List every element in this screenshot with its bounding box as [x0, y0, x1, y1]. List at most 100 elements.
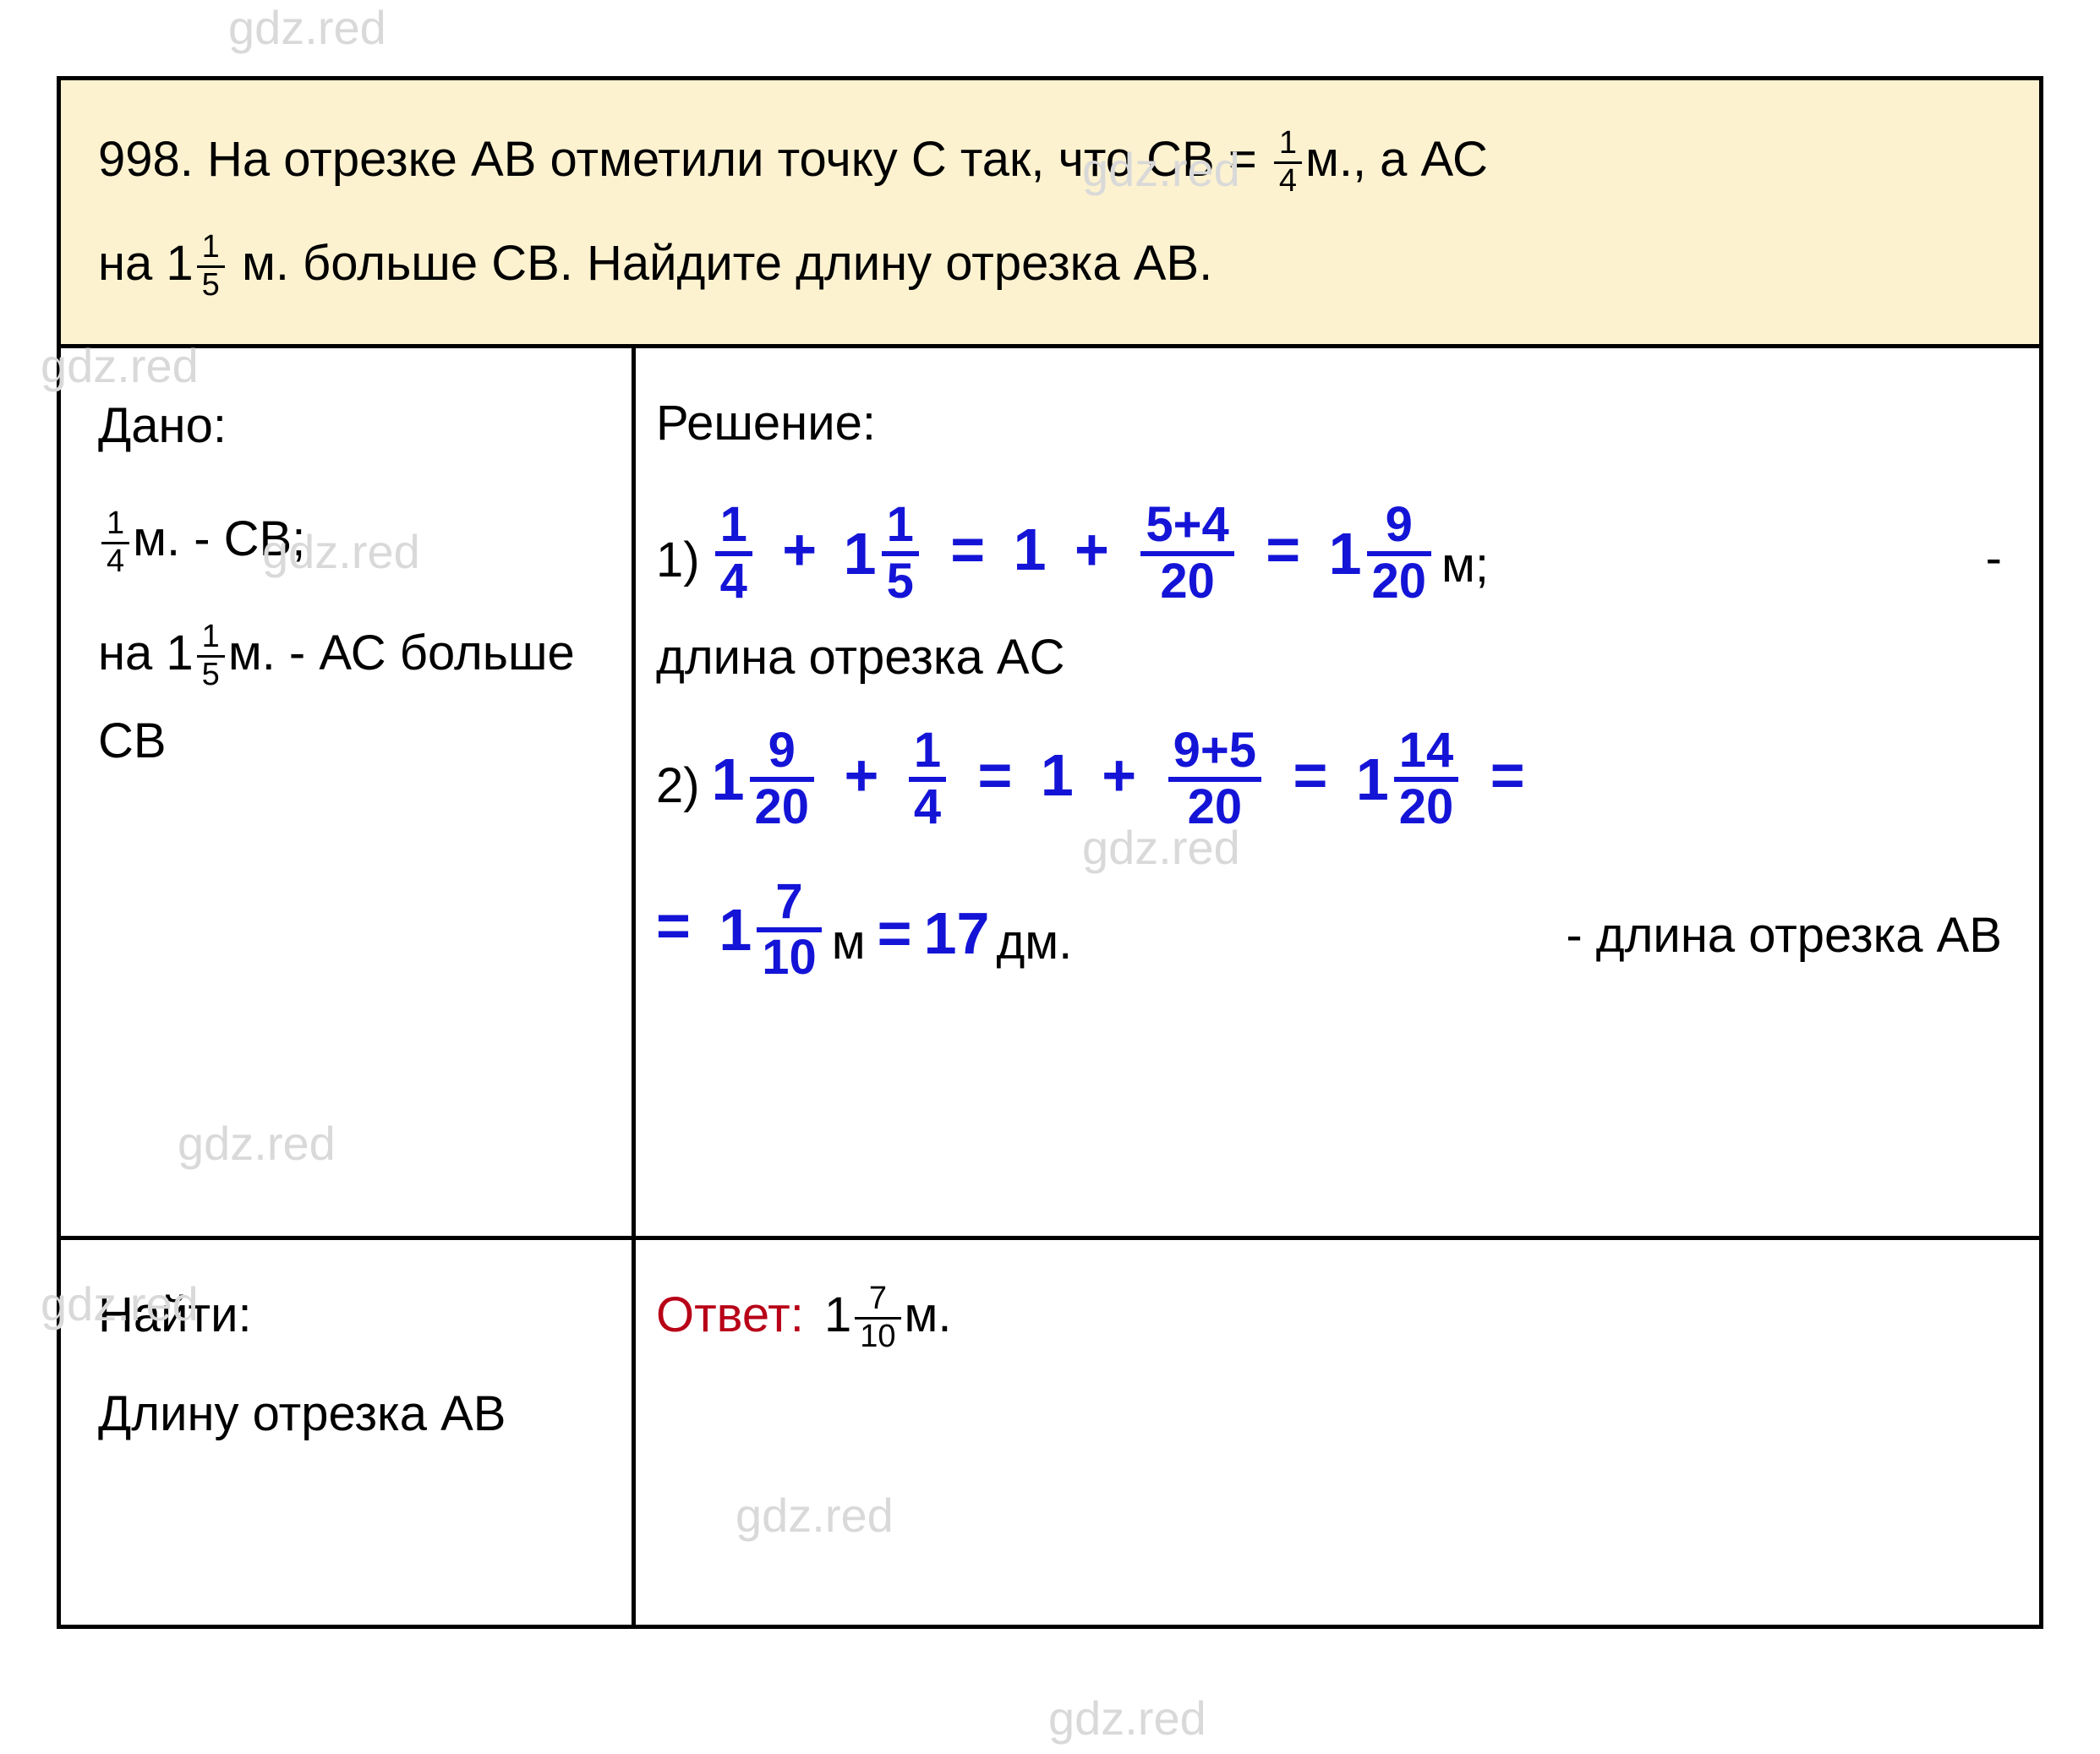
answer-fraction: 7 10: [855, 1281, 900, 1355]
problem-line-1: 998. На отрезке АВ отметили точку С так,…: [98, 121, 2002, 199]
problem-text: м., а АС: [1305, 132, 1488, 187]
fraction: 9 20: [750, 725, 815, 833]
find-text: Длину отрезка АВ: [98, 1373, 621, 1456]
given-cb: 1 4 м. - СВ;: [98, 495, 621, 583]
given-heading: Дано:: [98, 382, 621, 470]
answer-whole: 1: [824, 1287, 851, 1342]
math-expression: 1 4 + 1 1 5 = 1 +: [712, 500, 1435, 608]
number: 1: [1041, 742, 1074, 808]
fraction-den: 10: [757, 932, 822, 984]
solution-step-1: 1) 1 4 + 1 1 5: [656, 500, 2002, 608]
given-content: Дано: 1 4 м. - СВ; на 1 1 5 м. - АС боль…: [98, 382, 621, 1202]
fraction: 5+4 20: [1140, 500, 1233, 608]
mixed-whole: 1: [712, 729, 745, 830]
fraction-den: 4: [909, 782, 946, 833]
watermark: gdz.red: [1048, 1691, 1206, 1746]
fraction-num: 1: [909, 725, 946, 782]
fraction: 1 4: [715, 500, 752, 608]
op-plus: +: [1075, 516, 1109, 582]
answer-label: Ответ:: [656, 1287, 804, 1342]
fraction-ac-given: 1 5: [197, 620, 225, 693]
number: 1: [1014, 516, 1047, 582]
fraction-num: 9: [750, 725, 815, 782]
op-eq: =: [656, 893, 691, 959]
op-eq: =: [950, 516, 985, 582]
fraction-num: 9+5: [1168, 725, 1261, 782]
mixed-number: 1 1 5: [844, 500, 922, 608]
fraction-num: 5+4: [1140, 500, 1233, 556]
fraction-num: 1: [882, 500, 919, 556]
fraction-den: 10: [855, 1320, 900, 1355]
fraction-num: 1: [197, 230, 225, 268]
fraction-diff: 1 5: [197, 230, 225, 303]
problem-text: м. больше СВ. Найдите длину отрезка АВ.: [242, 236, 1212, 291]
step-index: 1): [656, 519, 700, 608]
given-ac-prefix: на 1: [98, 626, 194, 680]
fraction: 9+5 20: [1168, 725, 1261, 833]
problem-statement: 998. На отрезке АВ отметили точку С так,…: [61, 80, 2039, 348]
fraction-den: 20: [1367, 556, 1432, 608]
answer-cell: Ответ: 1 7 10 м.: [636, 1240, 2039, 1625]
fraction-den: 4: [101, 544, 129, 580]
op-eq: =: [878, 883, 912, 984]
find-answer-row: Найти: Длину отрезка АВ Ответ: 1 7 10 м.: [61, 1236, 2039, 1625]
answer-unit: м.: [905, 1287, 952, 1342]
mixed-number: 1 7 10: [719, 877, 824, 985]
mixed-whole: 1: [719, 880, 752, 981]
op-eq: =: [1293, 742, 1327, 808]
problem-text: на 1: [98, 236, 194, 291]
mixed-number: 1 9 20: [712, 725, 818, 833]
fraction-num: 1: [715, 500, 752, 556]
step-2-description: - длина отрезка АВ: [1566, 894, 2002, 985]
number: 17: [924, 883, 990, 984]
unit-label: м: [832, 901, 866, 985]
mixed-whole: 1: [1329, 504, 1362, 604]
fraction-cb-given: 1 4: [101, 506, 129, 580]
mixed-number: 1 14 20: [1356, 725, 1462, 833]
given-column: Дано: 1 4 м. - СВ; на 1 1 5 м. - АС боль…: [61, 348, 636, 1236]
mixed-whole: 1: [844, 504, 877, 604]
fraction-num: 14: [1394, 725, 1459, 782]
step-1-description: длина отрезка AC: [656, 616, 2002, 700]
fraction-num: 7: [757, 877, 822, 933]
fraction-den: 20: [1394, 782, 1459, 833]
fraction: 1 5: [882, 500, 919, 608]
answer-value: 1 7 10 м.: [824, 1287, 952, 1342]
fraction-num: 7: [855, 1281, 900, 1320]
problem-text: На отрезке АВ отметили точку С так, что …: [207, 132, 1271, 187]
mixed-number: 1 9 20: [1329, 500, 1435, 608]
op-plus: +: [782, 516, 817, 582]
mixed-whole: 1: [1356, 729, 1389, 830]
fraction: 7 10: [757, 877, 822, 985]
op-eq: =: [1490, 742, 1525, 808]
unit-label: дм.: [996, 901, 1072, 985]
fraction-den: 4: [715, 556, 752, 608]
problem-number: 998.: [98, 132, 194, 187]
solution-heading: Решение:: [656, 382, 2002, 466]
fraction-den: 20: [750, 782, 815, 833]
fraction-den: 5: [197, 268, 225, 303]
fraction-num: 9: [1367, 500, 1432, 556]
fraction-cb: 1 4: [1274, 126, 1302, 199]
op-eq: =: [978, 742, 1013, 808]
step-index: 2): [656, 745, 700, 833]
given-cb-label: м. - СВ;: [133, 511, 305, 566]
fraction-num: 1: [1274, 126, 1302, 164]
fraction-den: 20: [1168, 782, 1261, 833]
given-ac: на 1 1 5 м. - АС больше СВ: [98, 609, 621, 786]
op-plus: +: [1102, 742, 1136, 808]
problem-line-2: на 1 1 5 м. больше СВ. Найдите длину отр…: [98, 225, 2002, 303]
solution-step-2: 2) 1 9 20 + 1 4: [656, 725, 2002, 833]
op-eq: =: [1266, 516, 1300, 582]
fraction-num: 1: [101, 506, 129, 544]
unit-label: м;: [1441, 524, 1489, 608]
fraction-den: 5: [882, 556, 919, 608]
trailing-dash: -: [1986, 517, 2002, 608]
page-root: gdz.red gdz.red gdz.red gdz.red gdz.red …: [0, 0, 2100, 1754]
find-heading: Найти:: [98, 1274, 621, 1358]
fraction-num: 1: [197, 620, 225, 658]
solution-column: Решение: 1) 1 4 + 1 1: [636, 348, 2039, 1236]
find-cell: Найти: Длину отрезка АВ: [61, 1240, 636, 1625]
fraction-den: 5: [197, 658, 225, 693]
body-area: Дано: 1 4 м. - СВ; на 1 1 5 м. - АС боль…: [61, 348, 2039, 1236]
